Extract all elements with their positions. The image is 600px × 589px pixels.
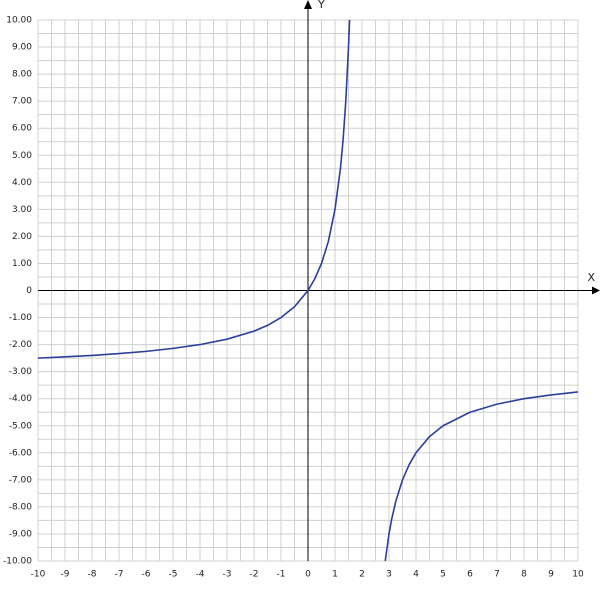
y-tick-label: 7.00 <box>12 97 32 107</box>
x-tick-label: 6 <box>467 570 473 580</box>
y-tick-label: -4.00 <box>9 394 33 404</box>
x-tick-label: -6 <box>142 570 151 580</box>
x-tick-label: 4 <box>413 570 419 580</box>
x-tick-label: 3 <box>386 570 392 580</box>
y-tick-label: 5.00 <box>12 151 32 161</box>
x-tick-label: 9 <box>548 570 554 580</box>
x-tick-label: -5 <box>169 570 178 580</box>
x-tick-label: 5 <box>440 570 446 580</box>
y-tick-label: 9.00 <box>12 43 32 53</box>
x-axis-title: X <box>587 271 595 284</box>
y-tick-label: -6.00 <box>9 448 33 458</box>
curve <box>38 20 578 561</box>
y-tick-label: -5.00 <box>9 421 33 431</box>
y-tick-label: 4.00 <box>12 178 32 188</box>
y-tick-label: 8.00 <box>12 70 32 80</box>
y-tick-label: -1.00 <box>9 313 33 323</box>
y-tick-label: -7.00 <box>9 475 33 485</box>
x-axis-arrow <box>592 286 600 295</box>
x-tick-label: 1 <box>332 570 338 580</box>
x-tick-label: -7 <box>115 570 124 580</box>
x-tick-label: -3 <box>223 570 232 580</box>
x-tick-label: -8 <box>88 570 97 580</box>
y-tick-label: -10.00 <box>3 557 32 567</box>
x-tick-label: 10 <box>572 570 584 580</box>
x-tick-label: -1 <box>277 570 286 580</box>
x-tick-label: 8 <box>521 570 527 580</box>
y-tick-label: 0 <box>26 286 32 296</box>
y-tick-label: -8.00 <box>9 502 33 512</box>
y-tick-label: 2.00 <box>12 232 32 242</box>
x-tick-label: 2 <box>359 570 365 580</box>
y-tick-label: -2.00 <box>9 340 33 350</box>
y-axis-arrow <box>304 0 312 9</box>
y-tick-label: 10.00 <box>6 16 32 26</box>
y-tick-label: 1.00 <box>12 259 32 269</box>
y-tick-label: -3.00 <box>9 367 33 377</box>
x-tick-label: 7 <box>494 570 500 580</box>
y-tick-label: 3.00 <box>12 205 32 215</box>
x-tick-label: 0 <box>305 570 311 580</box>
y-axis-title: Y <box>317 0 325 11</box>
y-tick-label: 6.00 <box>12 124 32 134</box>
y-tick-label: -9.00 <box>9 529 33 539</box>
x-tick-label: -9 <box>61 570 70 580</box>
x-tick-label: -4 <box>196 570 205 580</box>
x-tick-label: -10 <box>31 570 46 580</box>
x-tick-label: -2 <box>250 570 259 580</box>
